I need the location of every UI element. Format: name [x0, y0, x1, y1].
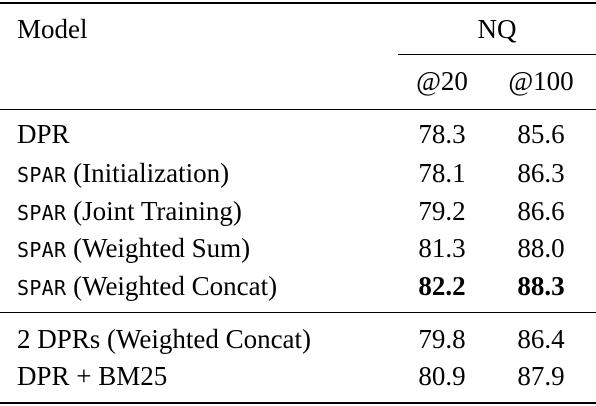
row-at20: 79.8 — [418, 324, 466, 354]
row-model-name: SPAR (Initialization) — [17, 156, 229, 192]
row-at100: 86.6 — [517, 196, 565, 226]
row-at20: 78.1 — [418, 158, 466, 188]
row-at100: 86.3 — [517, 158, 565, 188]
nq-group-rule — [398, 54, 596, 56]
header-model: Model — [17, 14, 88, 44]
row-at20: 80.9 — [418, 361, 466, 391]
row-at20: 78.3 — [418, 119, 466, 149]
row-model-label: DPR — [17, 119, 70, 149]
row-model-label: 2 DPRs (Weighted Concat) — [17, 324, 312, 354]
section-rule — [0, 312, 596, 314]
row-model-label: DPR + BM25 — [17, 361, 168, 391]
row-at20-best: 82.2 — [418, 271, 466, 301]
bottom-rule — [0, 402, 596, 404]
row-at20: 81.3 — [418, 233, 466, 263]
spar-prefix: SPAR — [17, 163, 67, 187]
row-at100: 87.9 — [517, 361, 565, 391]
row-at100-best: 88.3 — [517, 271, 565, 301]
row-model-name: SPAR (Weighted Sum) — [17, 231, 250, 267]
spar-prefix: SPAR — [17, 238, 67, 262]
row-model-label: (Joint Training) — [66, 196, 242, 226]
header-at20: @20 — [416, 66, 468, 96]
top-rule — [0, 2, 596, 4]
spar-prefix: SPAR — [17, 201, 67, 225]
row-at100: 88.0 — [517, 233, 565, 263]
row-at100: 85.6 — [517, 119, 565, 149]
row-model-name: SPAR (Weighted Concat) — [17, 269, 277, 305]
row-model-name: DPR + BM25 — [17, 359, 167, 393]
row-at20: 79.2 — [418, 196, 466, 226]
row-at100: 86.4 — [517, 324, 565, 354]
spar-prefix: SPAR — [17, 276, 67, 300]
row-model-name: SPAR (Joint Training) — [17, 194, 242, 230]
header-nq: NQ — [477, 14, 517, 44]
header-rule — [0, 109, 596, 111]
row-model-label: (Weighted Concat) — [66, 271, 278, 301]
row-model-label: (Weighted Sum) — [66, 233, 251, 263]
header-at100: @100 — [508, 66, 574, 96]
row-model-name: 2 DPRs (Weighted Concat) — [17, 322, 311, 356]
row-model-name: DPR — [17, 117, 70, 151]
row-model-label: (Initialization) — [66, 158, 230, 188]
